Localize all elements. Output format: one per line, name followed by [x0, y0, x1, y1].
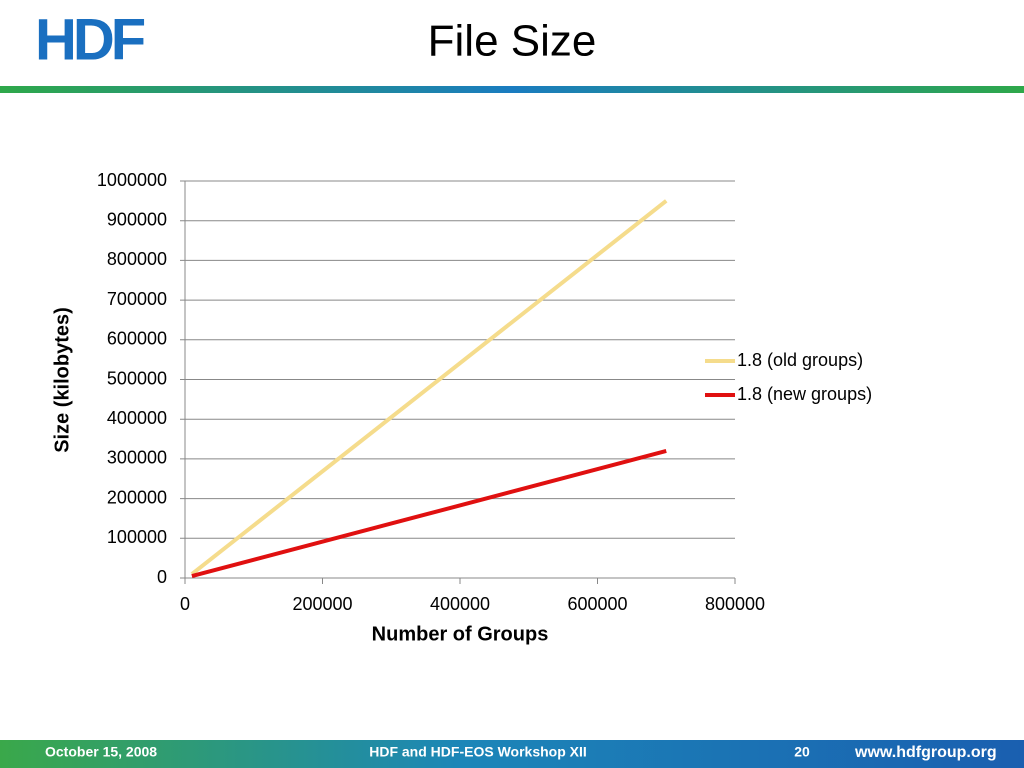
data-line	[190, 199, 668, 576]
y-tick-label: 100000	[107, 527, 167, 547]
x-tick-label: 0	[180, 594, 190, 614]
data-line	[191, 449, 667, 578]
y-tick-label: 200000	[107, 487, 167, 507]
y-tick-label: 300000	[107, 448, 167, 468]
logo: HDF	[35, 7, 145, 72]
footer-date: October 15, 2008	[45, 744, 157, 760]
header-bar	[0, 86, 1024, 93]
legend-label: 1.8 (new groups)	[737, 384, 872, 404]
y-tick-label: 400000	[107, 408, 167, 428]
footer-bar	[0, 740, 1024, 768]
y-tick-label: 800000	[107, 249, 167, 269]
x-tick-label: 600000	[567, 594, 627, 614]
legend-label: 1.8 (old groups)	[737, 350, 863, 370]
x-tick-label: 800000	[705, 594, 765, 614]
y-tick-label: 0	[157, 567, 167, 587]
y-tick-label: 700000	[107, 289, 167, 309]
footer-page: 20	[794, 744, 810, 760]
footer-event: HDF and HDF-EOS Workshop XII	[369, 744, 587, 760]
y-axis-label: Size (kilobytes)	[51, 307, 73, 453]
slide-title: File Size	[428, 17, 597, 66]
y-tick-label: 900000	[107, 209, 167, 229]
x-tick-label: 400000	[430, 594, 490, 614]
footer-url: www.hdfgroup.org	[854, 744, 997, 761]
y-tick-label: 1000000	[97, 170, 167, 190]
x-axis-label: Number of Groups	[372, 623, 549, 645]
y-tick-label: 500000	[107, 368, 167, 388]
x-tick-label: 200000	[292, 594, 352, 614]
y-tick-label: 600000	[107, 329, 167, 349]
